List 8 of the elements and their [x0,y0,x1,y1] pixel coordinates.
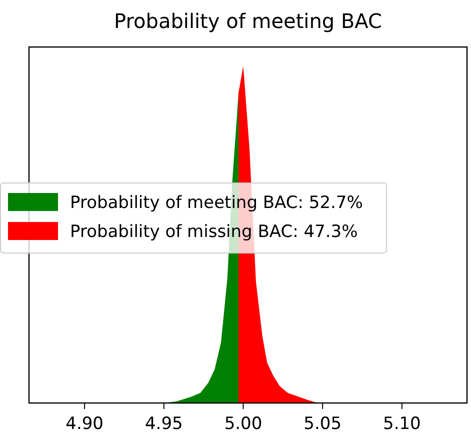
x-tick-label: 4.90 [66,414,104,434]
x-tick-label: 5.10 [383,414,421,434]
legend-label: Probability of meeting BAC: 52.7% [70,193,363,213]
chart-title: Probability of meeting BAC [114,9,382,33]
legend-label: Probability of missing BAC: 47.3% [70,222,358,242]
x-tick-label: 5.00 [224,414,262,434]
x-tick-label: 4.95 [144,414,183,434]
x-tick-label: 5.05 [304,414,342,434]
